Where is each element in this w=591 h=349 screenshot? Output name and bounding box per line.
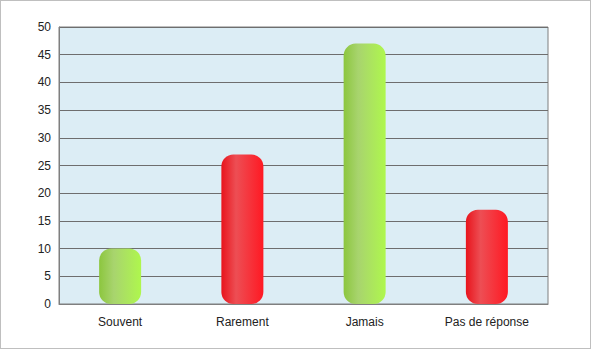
svg-text:30: 30 <box>38 131 52 145</box>
svg-text:Souvent: Souvent <box>98 315 143 329</box>
svg-text:20: 20 <box>38 186 52 200</box>
svg-text:Pas de réponse: Pas de réponse <box>445 315 529 329</box>
svg-text:10: 10 <box>38 242 52 256</box>
svg-text:35: 35 <box>38 103 52 117</box>
svg-text:Jamais: Jamais <box>346 315 384 329</box>
svg-text:50: 50 <box>38 20 52 34</box>
svg-text:45: 45 <box>38 48 52 62</box>
svg-text:Rarement: Rarement <box>216 315 269 329</box>
svg-text:0: 0 <box>44 297 51 311</box>
svg-text:25: 25 <box>38 159 52 173</box>
svg-text:40: 40 <box>38 75 52 89</box>
svg-text:15: 15 <box>38 214 52 228</box>
svg-text:5: 5 <box>44 269 51 283</box>
